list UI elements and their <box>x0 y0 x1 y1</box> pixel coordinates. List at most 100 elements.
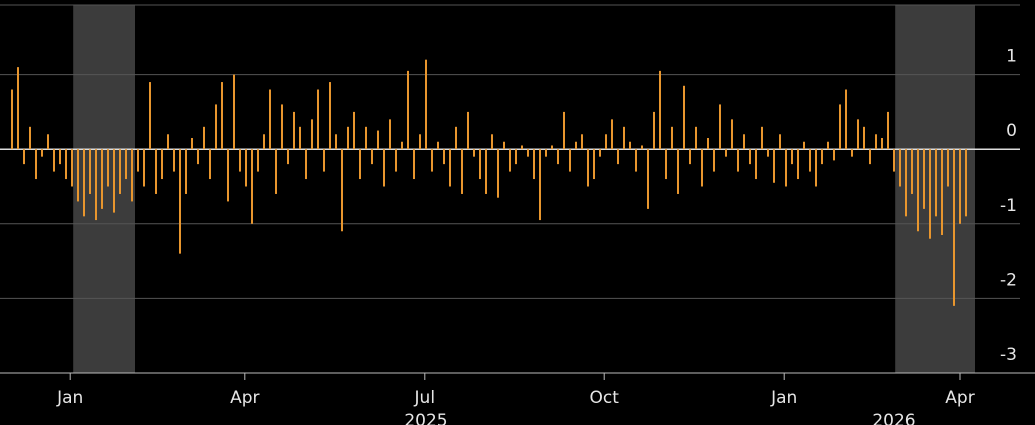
x-tick-label: Jan <box>770 388 797 408</box>
bar <box>449 149 451 187</box>
bar <box>215 104 217 150</box>
bar <box>869 149 871 165</box>
bar <box>311 119 313 150</box>
bar <box>167 134 169 150</box>
bar <box>83 149 85 217</box>
bar <box>125 149 127 180</box>
bar <box>695 126 697 150</box>
bar <box>179 149 181 254</box>
bar <box>197 149 199 165</box>
bar <box>857 119 859 150</box>
year-label: 2025 <box>404 411 447 425</box>
bar <box>53 149 55 172</box>
bar <box>413 149 415 180</box>
bar <box>689 149 691 165</box>
bar <box>209 149 211 180</box>
bar <box>395 149 397 172</box>
bar <box>425 59 427 150</box>
x-tick-label: Apr <box>945 388 974 408</box>
bar <box>491 134 493 150</box>
bar <box>155 149 157 194</box>
y-tick-label: 1 <box>1006 47 1017 67</box>
bar <box>89 149 91 194</box>
bar <box>539 149 541 221</box>
bar <box>497 149 499 198</box>
shaded-range <box>73 5 135 373</box>
bar <box>245 149 247 187</box>
bar <box>557 149 559 165</box>
x-tick-label: Jul <box>414 388 436 408</box>
x-tick-label: Apr <box>230 388 259 408</box>
bar <box>29 126 31 150</box>
bar <box>467 111 469 150</box>
bar <box>797 149 799 180</box>
bar <box>881 138 883 150</box>
bar <box>683 85 685 150</box>
year-label: 2026 <box>872 411 915 425</box>
bar <box>47 134 49 150</box>
bar <box>725 149 727 157</box>
bar <box>239 149 241 172</box>
bar <box>911 149 913 194</box>
bar <box>623 126 625 150</box>
bar <box>65 149 67 180</box>
bar <box>419 134 421 150</box>
bar <box>743 134 745 150</box>
bar <box>119 149 121 194</box>
x-tick-label: Oct <box>589 388 619 408</box>
bar <box>737 149 739 172</box>
y-tick-label: -2 <box>1000 270 1017 290</box>
bar <box>509 149 511 172</box>
bar <box>77 149 79 202</box>
bar <box>659 70 661 150</box>
bar <box>719 104 721 150</box>
bar <box>767 149 769 157</box>
bar <box>443 149 445 165</box>
bar <box>749 149 751 165</box>
bar <box>17 67 19 150</box>
bar <box>173 149 175 172</box>
bar <box>713 149 715 172</box>
bar <box>329 82 331 150</box>
bar <box>551 145 553 150</box>
bar <box>833 149 835 161</box>
bar <box>101 149 103 209</box>
bar <box>641 145 643 150</box>
bar <box>563 111 565 150</box>
bar <box>821 149 823 165</box>
bar <box>527 149 529 157</box>
bar <box>59 149 61 165</box>
bar <box>371 149 373 165</box>
bar <box>893 149 895 172</box>
bar <box>479 149 481 180</box>
bar <box>71 149 73 187</box>
bar <box>281 104 283 150</box>
bar <box>161 149 163 180</box>
bar <box>401 141 403 150</box>
bar <box>113 149 115 213</box>
bar <box>617 149 619 165</box>
y-tick-label: 0 <box>1006 121 1017 141</box>
bar <box>605 134 607 150</box>
bar <box>635 149 637 172</box>
bar <box>845 89 847 150</box>
bar <box>875 134 877 150</box>
bar <box>293 111 295 150</box>
bar <box>461 149 463 194</box>
bar <box>575 141 577 150</box>
bar <box>839 104 841 150</box>
bar <box>923 149 925 209</box>
bar <box>191 138 193 150</box>
bar <box>953 149 955 306</box>
bar <box>341 149 343 232</box>
y-tick-label: -3 <box>1000 345 1017 365</box>
bar <box>779 134 781 150</box>
bar <box>221 82 223 150</box>
bar <box>149 82 151 150</box>
bar <box>287 149 289 165</box>
bar <box>965 149 967 217</box>
bar <box>377 130 379 150</box>
bar <box>275 149 277 194</box>
bar <box>677 149 679 194</box>
bar <box>383 149 385 187</box>
